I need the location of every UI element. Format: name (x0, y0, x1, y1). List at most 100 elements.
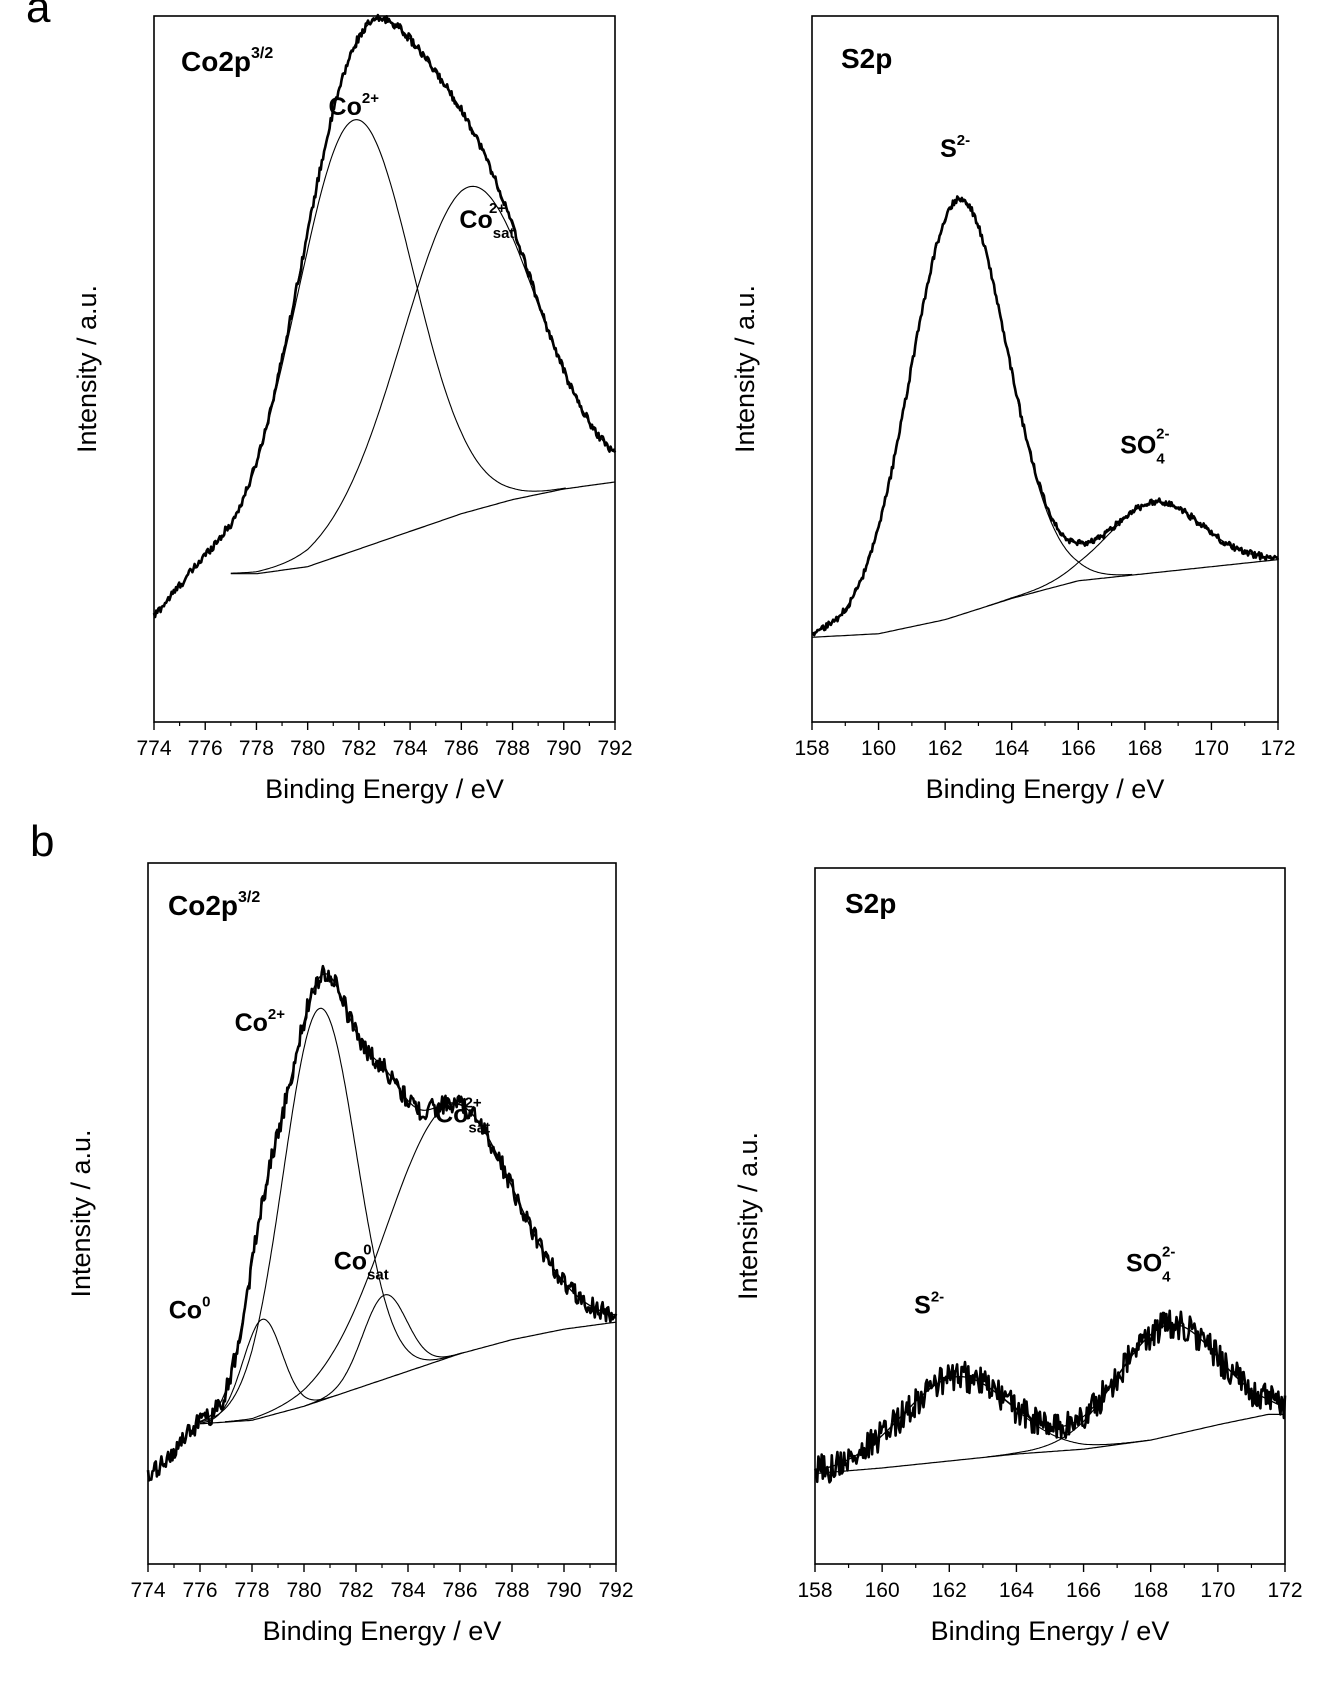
baseline-curve (199, 1321, 617, 1425)
x-tick-label: 168 (1133, 1579, 1168, 1602)
peak-component-co0-sat (304, 1294, 465, 1407)
fit-envelope (811, 197, 1279, 634)
plot-title: S2p (845, 888, 896, 919)
peak-annotation: Cosat2+ (435, 1094, 490, 1136)
peak-component-so4-2- (986, 1323, 1286, 1458)
x-axis-ticks: 774 776 778 780 782 784 786 788 790 792 (136, 722, 633, 760)
x-tick-label: 790 (546, 1579, 581, 1602)
peak-component-s2- (811, 198, 1133, 634)
plot-title: Co2p3/2 (168, 889, 260, 921)
raw-spectrum (813, 1309, 1287, 1484)
svg-text:S2-: S2- (940, 132, 970, 163)
peak-annotation: Co2+ (329, 90, 380, 121)
plot-title: S2p (841, 43, 892, 74)
y-axis-label: Intensity / a.u. (72, 285, 102, 453)
y-axis-label: Intensity / a.u. (66, 1129, 96, 1297)
x-tick-label: 780 (290, 737, 325, 760)
x-tick-label: 782 (341, 737, 376, 760)
raw-spectrum (152, 13, 617, 619)
x-axis-ticks: 158 160 162 164 166 168 170 172 (794, 722, 1296, 760)
x-tick-label: 784 (393, 737, 428, 760)
peak-annotation: Co2+ (235, 1006, 286, 1037)
plot-frame (814, 867, 1286, 1565)
peak-annotation: Cosat0 (334, 1242, 389, 1284)
x-axis-ticks: 158 160 162 164 166 168 170 172 (797, 1564, 1303, 1602)
y-axis-label: Intensity / a.u. (730, 285, 760, 453)
plot-frame (153, 15, 616, 723)
svg-text:Co2+: Co2+ (235, 1006, 286, 1037)
x-tick-label: 166 (1066, 1579, 1101, 1602)
x-tick-label: 788 (494, 1579, 529, 1602)
x-axis-ticks: 774 776 778 780 782 784 786 788 790 792 (130, 1564, 634, 1602)
peak-annotation: Cosat2+ (459, 200, 514, 242)
chart-b-2: 774 776 778 780 782 784 786 788 790 792 Binding En… (66, 862, 634, 1646)
x-tick-label: 778 (234, 1579, 269, 1602)
x-tick-label: 158 (794, 737, 829, 760)
svg-text:Cosat0: Cosat0 (334, 1242, 389, 1284)
peak-component-co2-sat (224, 1103, 617, 1423)
x-axis-label: Binding Energy / eV (263, 1616, 502, 1646)
peak-component-co0 (199, 1318, 333, 1424)
chart-b-3: 158 160 162 164 166 168 170 172 Binding Energy /… (733, 867, 1303, 1646)
chart-a-0: 774 776 778 780 782 784 786 788 790 792 Binding En… (72, 13, 633, 804)
x-tick-label: 782 (338, 1579, 373, 1602)
x-tick-label: 774 (136, 737, 171, 760)
peak-component-co2-sat (230, 185, 616, 574)
x-tick-label: 774 (130, 1579, 165, 1602)
x-tick-label: 792 (598, 1579, 633, 1602)
peak-annotation: S2- (914, 1288, 944, 1319)
x-axis-label: Binding Energy / eV (926, 774, 1165, 804)
x-tick-label: 170 (1200, 1579, 1235, 1602)
svg-text:Cosat2+: Cosat2+ (459, 200, 514, 242)
peak-annotation: S2- (940, 132, 970, 163)
peak-annotation: Co0 (169, 1294, 211, 1325)
peak-component-so4-2- (986, 501, 1278, 607)
x-tick-label: 778 (239, 737, 274, 760)
x-tick-label: 784 (390, 1579, 425, 1602)
svg-text:S2-: S2- (914, 1288, 944, 1319)
x-tick-label: 162 (932, 1579, 967, 1602)
x-axis-label: Binding Energy / eV (265, 774, 504, 804)
baseline-curve (230, 481, 616, 575)
svg-text:SO42-: SO42- (1120, 426, 1169, 468)
peak-component-co2- (199, 1007, 451, 1423)
x-tick-label: 172 (1267, 1579, 1302, 1602)
svg-text:Cosat2+: Cosat2+ (435, 1094, 490, 1136)
x-tick-label: 786 (444, 737, 479, 760)
plot-frame (147, 862, 617, 1565)
x-tick-label: 170 (1194, 737, 1229, 760)
y-axis-label: Intensity / a.u. (733, 1132, 763, 1300)
x-tick-label: 172 (1260, 737, 1295, 760)
x-tick-label: 166 (1061, 737, 1096, 760)
svg-text:Co2+: Co2+ (329, 90, 380, 121)
x-tick-label: 160 (865, 1579, 900, 1602)
x-tick-label: 164 (999, 1579, 1034, 1602)
raw-spectrum (146, 964, 618, 1482)
x-tick-label: 790 (546, 737, 581, 760)
panel-label-a: a (26, 0, 51, 32)
x-tick-label: 168 (1127, 737, 1162, 760)
x-tick-label: 780 (286, 1579, 321, 1602)
x-tick-label: 788 (495, 737, 530, 760)
chart-a-1: 158 160 162 164 166 168 170 172 Binding Energy /… (730, 15, 1296, 804)
x-tick-label: 776 (182, 1579, 217, 1602)
x-tick-label: 792 (597, 737, 632, 760)
panel-label-b: b (30, 817, 55, 866)
x-tick-label: 164 (994, 737, 1029, 760)
plot-frame (811, 15, 1279, 723)
x-tick-label: 786 (442, 1579, 477, 1602)
peak-component-co2- (230, 119, 566, 526)
raw-spectrum (811, 195, 1280, 637)
peak-annotation: SO42- (1126, 1244, 1175, 1286)
x-tick-label: 160 (861, 737, 896, 760)
x-tick-label: 162 (928, 737, 963, 760)
x-tick-label: 776 (188, 737, 223, 760)
plot-title: Co2p3/2 (181, 45, 273, 77)
baseline-curve (811, 559, 1279, 638)
baseline-curve (814, 1413, 1285, 1475)
peak-annotation: SO42- (1120, 426, 1169, 468)
svg-text:SO42-: SO42- (1126, 1244, 1175, 1286)
x-tick-label: 158 (797, 1579, 832, 1602)
x-axis-label: Binding Energy / eV (931, 1616, 1170, 1646)
